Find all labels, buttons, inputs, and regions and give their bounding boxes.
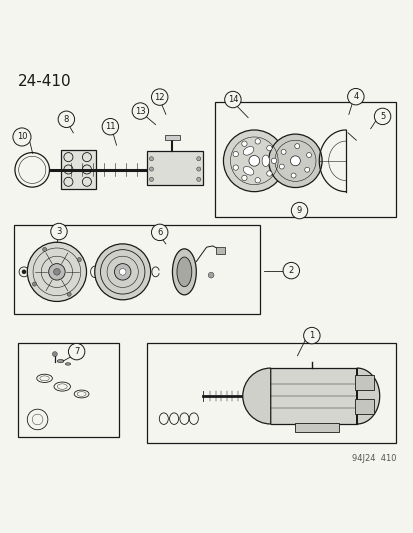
Polygon shape <box>356 368 379 424</box>
Bar <box>354 399 373 414</box>
Circle shape <box>54 269 60 275</box>
Text: 2: 2 <box>288 266 293 275</box>
Text: 5: 5 <box>379 112 384 121</box>
Ellipse shape <box>242 166 253 175</box>
Circle shape <box>373 108 390 125</box>
Circle shape <box>306 152 311 158</box>
Circle shape <box>248 156 259 166</box>
Circle shape <box>149 167 153 171</box>
Circle shape <box>294 144 299 149</box>
Text: 24-410: 24-410 <box>18 74 71 89</box>
Text: 94J24  410: 94J24 410 <box>351 454 395 463</box>
Bar <box>14 225 260 314</box>
Text: 11: 11 <box>105 122 115 131</box>
Bar <box>164 135 180 140</box>
Circle shape <box>241 141 247 147</box>
Circle shape <box>268 134 321 188</box>
Bar <box>147 150 202 185</box>
Circle shape <box>347 88 363 105</box>
Circle shape <box>291 203 307 219</box>
Circle shape <box>95 244 150 300</box>
Circle shape <box>208 272 214 278</box>
Circle shape <box>254 177 260 183</box>
Ellipse shape <box>176 257 191 287</box>
Circle shape <box>51 223 67 240</box>
Text: 1: 1 <box>309 331 314 340</box>
Ellipse shape <box>242 147 253 155</box>
Ellipse shape <box>172 249 196 295</box>
Circle shape <box>68 343 85 360</box>
Text: 13: 13 <box>135 107 145 116</box>
Bar <box>215 102 395 217</box>
Circle shape <box>266 146 271 151</box>
Text: 8: 8 <box>64 115 69 124</box>
Bar <box>270 368 356 424</box>
Text: 14: 14 <box>227 95 237 104</box>
Circle shape <box>49 264 65 280</box>
Circle shape <box>241 175 247 181</box>
Circle shape <box>282 262 299 279</box>
Ellipse shape <box>57 359 64 363</box>
Circle shape <box>279 164 284 169</box>
Ellipse shape <box>65 363 71 365</box>
Circle shape <box>132 103 148 119</box>
Circle shape <box>13 128 31 146</box>
Circle shape <box>43 247 47 252</box>
Text: 7: 7 <box>74 347 79 356</box>
Circle shape <box>32 282 36 286</box>
Circle shape <box>303 327 319 344</box>
Circle shape <box>280 149 285 155</box>
Text: 3: 3 <box>56 227 62 236</box>
Circle shape <box>67 292 71 296</box>
Circle shape <box>254 139 260 144</box>
Bar <box>354 375 373 390</box>
Circle shape <box>290 173 295 178</box>
Circle shape <box>196 177 200 181</box>
Circle shape <box>266 171 271 176</box>
Bar <box>216 247 225 254</box>
Circle shape <box>151 224 168 240</box>
Circle shape <box>233 165 238 170</box>
Circle shape <box>27 242 86 302</box>
Bar <box>147 343 395 443</box>
Wedge shape <box>242 368 270 424</box>
Circle shape <box>196 167 200 171</box>
Bar <box>61 150 96 189</box>
Circle shape <box>196 157 200 161</box>
Circle shape <box>223 130 285 192</box>
Circle shape <box>102 118 118 135</box>
Text: 6: 6 <box>157 228 162 237</box>
Circle shape <box>22 270 26 274</box>
Circle shape <box>224 91 240 108</box>
Circle shape <box>151 89 168 106</box>
Circle shape <box>119 269 126 275</box>
Circle shape <box>304 167 309 172</box>
Text: 9: 9 <box>296 206 301 215</box>
Bar <box>295 423 338 432</box>
Circle shape <box>58 111 74 127</box>
Circle shape <box>52 352 57 357</box>
Circle shape <box>149 157 153 161</box>
Circle shape <box>149 177 153 181</box>
Text: 4: 4 <box>352 92 358 101</box>
Circle shape <box>114 264 131 280</box>
Circle shape <box>290 156 299 166</box>
Circle shape <box>271 158 276 164</box>
Circle shape <box>233 151 238 157</box>
Circle shape <box>77 257 81 262</box>
Text: 12: 12 <box>154 93 164 102</box>
Text: 10: 10 <box>17 133 27 141</box>
Ellipse shape <box>261 155 269 167</box>
Bar <box>18 343 118 437</box>
